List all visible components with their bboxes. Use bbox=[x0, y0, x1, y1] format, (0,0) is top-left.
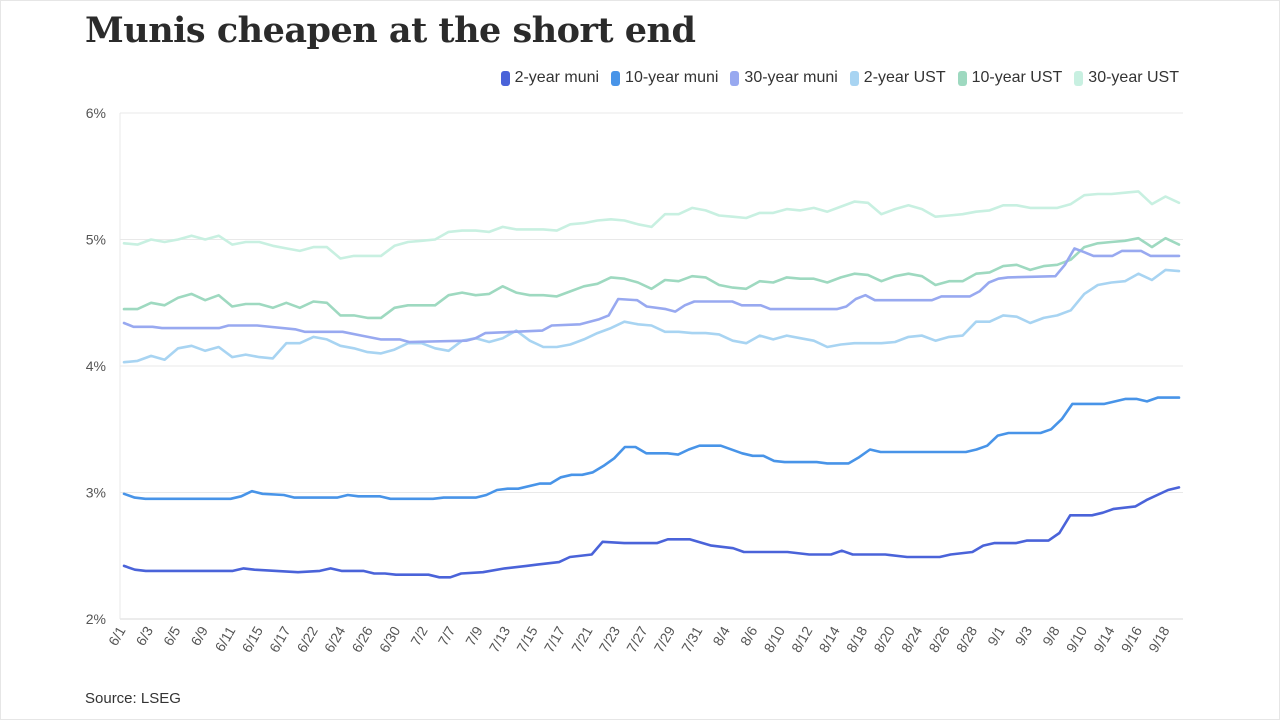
x-tick-label: 6/9 bbox=[187, 623, 211, 648]
x-axis: 6/1 6/3 6/5 6/9 6/11 6/15 6/17 6/22 6/24 6/26 6/30… bbox=[105, 623, 1173, 655]
series-line-30-year-muni bbox=[122, 247, 1181, 344]
legend-item: 30-year muni bbox=[730, 69, 838, 87]
x-tick-label: 6/30 bbox=[376, 623, 404, 655]
x-tick-label: 7/15 bbox=[513, 623, 541, 655]
x-tick-label: 7/17 bbox=[541, 623, 569, 655]
x-tick-label: 8/18 bbox=[843, 623, 871, 655]
x-tick-label: 6/15 bbox=[238, 623, 266, 655]
x-tick-label: 7/29 bbox=[651, 623, 679, 655]
legend-swatch bbox=[500, 70, 510, 86]
x-tick-label: 8/28 bbox=[953, 623, 981, 655]
legend-item: 30-year UST bbox=[1074, 69, 1179, 87]
y-axis: 2% 3% 4% 5% 6% bbox=[86, 105, 106, 627]
y-tick-label: 3% bbox=[86, 485, 106, 501]
x-tick-label: 7/9 bbox=[462, 623, 486, 648]
chart-legend: 2-year muni 10-year muni 30-year muni 2-yea… bbox=[500, 69, 1179, 87]
x-tick-label: 9/10 bbox=[1063, 623, 1091, 655]
x-tick-label: 6/24 bbox=[321, 623, 349, 655]
x-tick-label: 7/21 bbox=[568, 623, 596, 655]
legend-label: 30-year UST bbox=[1088, 69, 1179, 86]
series-line-10-year-ust bbox=[122, 236, 1181, 320]
x-tick-label: 6/11 bbox=[212, 623, 239, 654]
legend-swatch bbox=[1074, 70, 1084, 86]
x-tick-label: 6/1 bbox=[105, 623, 129, 648]
y-tick-label: 5% bbox=[86, 232, 106, 248]
x-tick-label: 8/6 bbox=[737, 623, 761, 648]
series-line-10-year-muni bbox=[122, 396, 1181, 501]
x-tick-label: 8/14 bbox=[815, 623, 843, 655]
legend-item: 2-year muni bbox=[500, 69, 600, 87]
x-tick-label: 7/2 bbox=[407, 623, 431, 648]
x-tick-label: 6/17 bbox=[266, 623, 294, 655]
x-tick-label: 8/4 bbox=[709, 623, 733, 648]
x-tick-label: 9/18 bbox=[1145, 623, 1173, 655]
x-tick-label: 9/16 bbox=[1118, 623, 1146, 655]
legend-swatch bbox=[957, 70, 967, 86]
legend-swatch bbox=[611, 70, 621, 86]
x-tick-label: 7/27 bbox=[623, 623, 651, 655]
legend-label: 10-year UST bbox=[971, 69, 1063, 86]
legend-item: 10-year UST bbox=[957, 69, 1063, 87]
legend-swatch bbox=[849, 70, 859, 86]
x-tick-label: 9/14 bbox=[1090, 623, 1118, 655]
x-tick-label: 7/23 bbox=[596, 623, 624, 655]
y-tick-label: 2% bbox=[86, 611, 106, 627]
series-line-30-year-ust bbox=[122, 190, 1181, 260]
legend-label: 2-year UST bbox=[863, 69, 946, 86]
x-tick-label: 7/7 bbox=[435, 623, 459, 648]
x-tick-label: 8/20 bbox=[870, 623, 898, 655]
source-note: Source: LSEG bbox=[85, 690, 181, 707]
legend-swatch bbox=[730, 70, 740, 86]
y-tick-label: 6% bbox=[86, 105, 106, 121]
legend-item: 10-year muni bbox=[611, 69, 718, 87]
series-line-2-year-muni bbox=[122, 486, 1181, 579]
legend-label: 10-year muni bbox=[625, 69, 719, 86]
series-line-2-year-ust bbox=[122, 268, 1181, 364]
x-tick-label: 6/22 bbox=[293, 623, 321, 655]
legend-label: 30-year muni bbox=[744, 69, 838, 86]
x-tick-label: 6/3 bbox=[132, 623, 156, 648]
x-tick-label: 8/26 bbox=[925, 623, 953, 655]
y-tick-label: 4% bbox=[86, 358, 106, 374]
x-tick-label: 9/8 bbox=[1039, 623, 1063, 648]
x-tick-label: 9/1 bbox=[984, 623, 1008, 648]
x-tick-label: 7/13 bbox=[486, 623, 514, 655]
chart-title: Munis cheapen at the short end bbox=[85, 10, 696, 51]
series-lines bbox=[122, 190, 1181, 579]
legend-item: 2-year UST bbox=[849, 69, 946, 87]
x-tick-label: 9/3 bbox=[1012, 623, 1036, 648]
legend-label: 2-year muni bbox=[514, 69, 600, 86]
x-tick-label: 8/12 bbox=[788, 623, 816, 655]
gridlines bbox=[119, 112, 1183, 620]
x-tick-label: 8/10 bbox=[760, 623, 788, 655]
x-tick-label: 7/31 bbox=[678, 623, 706, 655]
x-tick-label: 6/26 bbox=[348, 623, 376, 655]
x-tick-label: 8/24 bbox=[898, 623, 926, 655]
x-tick-label: 6/5 bbox=[160, 623, 184, 648]
